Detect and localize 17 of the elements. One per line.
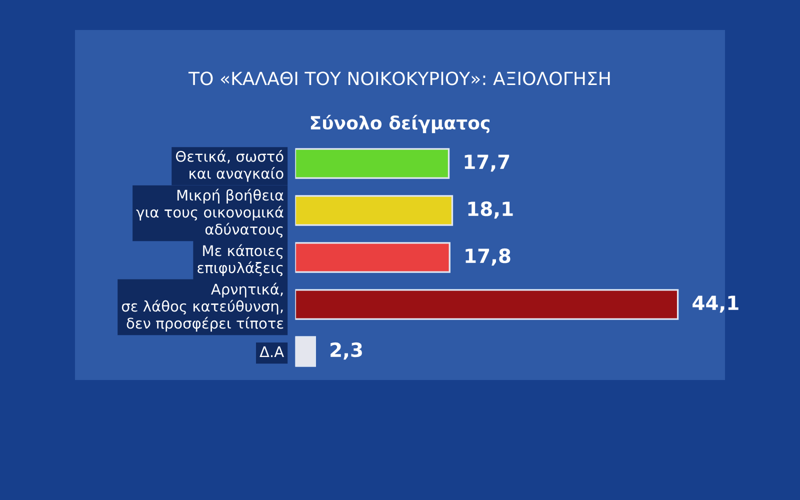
y-tick-label: Αρνητικά, σε λάθος κατεύθυνση, δεν προσφέρει τίποτε — [122, 282, 284, 332]
chart-title: ΤΟ «ΚΑΛΑΘΙ ΤΟΥ ΝΟΙΚΟΚΥΡΙΟΥ»: ΑΞΙΟΛΟΓΗΣΗ — [188, 72, 610, 86]
y-tick-label: Δ.Α — [260, 346, 284, 358]
bar — [295, 242, 450, 273]
bar — [295, 336, 316, 367]
data-label: 2,3 — [330, 342, 362, 360]
data-label: 18,1 — [468, 201, 513, 219]
y-tick-label: Θετικά, σωστό και αναγκαίο — [176, 150, 284, 182]
chart-subtitle: Σύνολο δείγματος — [310, 114, 490, 134]
bar — [295, 148, 450, 179]
y-tick-label: Μικρή βοήθεια για τους οικονομικά αδύνατους — [136, 188, 284, 238]
bar — [295, 289, 679, 320]
data-label: 44,1 — [692, 296, 738, 313]
y-tick-label: Με κάποιες επιφυλάξεις — [198, 244, 283, 276]
data-label: 17,8 — [466, 248, 510, 266]
bar — [295, 195, 454, 226]
data-label: 17,7 — [464, 154, 510, 172]
